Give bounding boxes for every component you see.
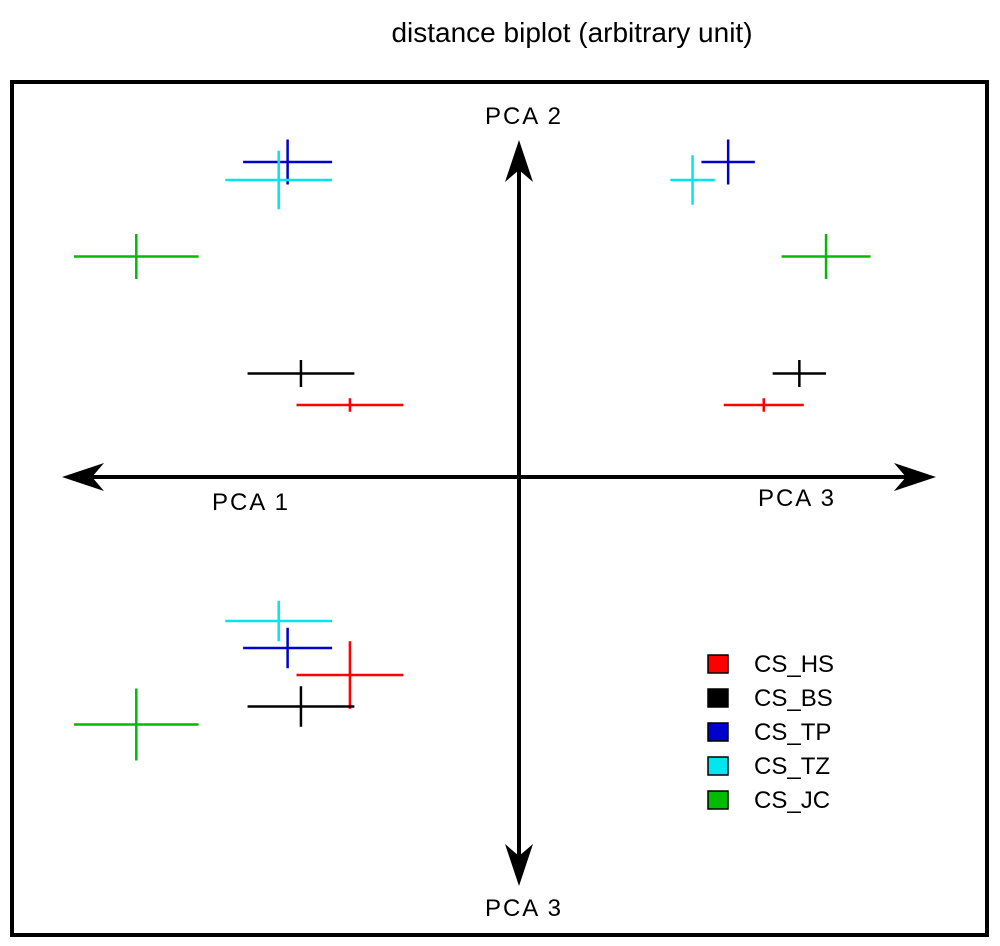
legend-swatch-cs-tp	[707, 722, 729, 742]
axis-label-top: PCA 2	[485, 103, 563, 130]
legend-swatch-cs-tz	[707, 756, 729, 776]
point-cs-bs-pca1-pca2	[247, 360, 355, 387]
axis-label-right: PCA 3	[758, 485, 836, 512]
point-cs-tz-pca1-pca2	[225, 150, 333, 210]
point-cs-bs-pca3-pca2	[772, 360, 827, 387]
point-cs-tz-pca1-pca3	[225, 600, 333, 642]
legend-label-cs-tz: CS_TZ	[754, 753, 830, 780]
legend-swatch-cs-bs	[707, 688, 729, 708]
point-cs-tp-pca3-pca2	[701, 139, 755, 185]
legend-label-cs-hs: CS_HS	[754, 651, 834, 678]
chart-title: distance biplot (arbitrary unit)	[391, 17, 752, 48]
axis-label-left: PCA 1	[212, 489, 290, 516]
legend-swatch-cs-hs	[707, 654, 729, 674]
legend: CS_HS CS_BS CS_TP CS_TZ CS_JC	[707, 651, 834, 814]
legend-label-cs-bs: CS_BS	[754, 685, 833, 712]
point-cs-jc-pca3-pca2	[781, 234, 871, 279]
axis-label-bottom: PCA 3	[485, 895, 563, 922]
left-arrow-head	[62, 463, 104, 491]
point-cs-tp-pca1-pca2	[243, 139, 333, 185]
point-cs-hs-pca1-pca3	[296, 641, 404, 709]
point-cs-tp-pca1-pca3	[243, 627, 333, 669]
point-cs-hs-pca1-pca2	[296, 398, 404, 412]
point-cs-jc-pca1-pca2	[74, 234, 199, 279]
point-cs-bs-pca1-pca3	[247, 686, 355, 727]
legend-label-cs-jc: CS_JC	[754, 787, 830, 814]
top-arrow-head	[505, 140, 533, 182]
legend-swatch-cs-jc	[707, 790, 729, 810]
right-arrow-head	[894, 463, 936, 491]
point-cs-jc-pca1-pca3	[74, 688, 199, 761]
bottom-arrow-head	[505, 844, 533, 886]
legend-label-cs-tp: CS_TP	[754, 719, 831, 746]
data-marks	[74, 139, 871, 761]
plot-frame	[10, 80, 989, 937]
point-cs-hs-pca3-pca2	[723, 398, 804, 412]
point-cs-tz-pca3-pca2	[670, 155, 715, 205]
